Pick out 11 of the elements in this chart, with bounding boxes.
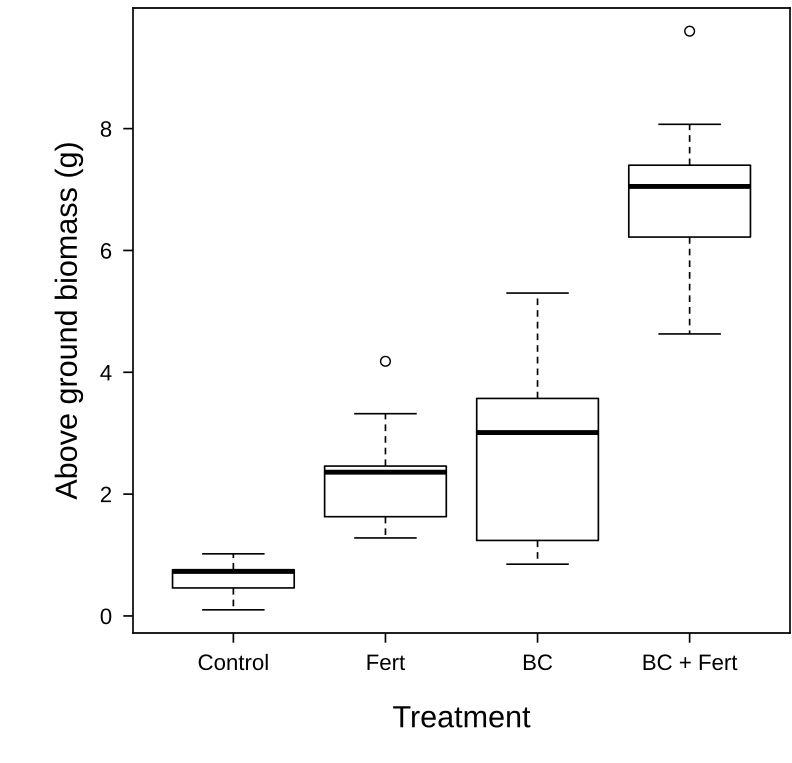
x-tick-label: BC (524, 654, 552, 670)
y-tick-label: 2 (100, 486, 112, 502)
y-tick-label: 8 (100, 121, 112, 137)
y-tick-label: 4 (100, 365, 112, 380)
y-tick-label: 6 (100, 242, 112, 259)
x-tick-label: Control (198, 654, 268, 670)
x-tick-label: BC + Fert (644, 654, 738, 670)
y-axis-title: Above ground biomass (g) (54, 143, 84, 500)
y-tick-label: 0 (100, 608, 112, 624)
x-tick-label: Fert (368, 654, 406, 670)
x-axis-title: Treatment (393, 706, 530, 728)
